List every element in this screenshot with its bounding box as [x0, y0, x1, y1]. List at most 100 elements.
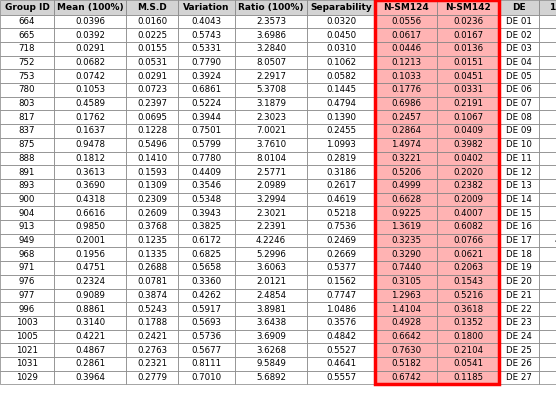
Text: DE 22: DE 22: [506, 304, 532, 314]
Bar: [499, 220, 539, 234]
Text: 0.7747: 0.7747: [326, 291, 356, 300]
Bar: [54, 0, 126, 14]
Text: 0.1053: 0.1053: [75, 85, 105, 94]
Text: 0.1390: 0.1390: [326, 113, 356, 122]
Text: 3.6268: 3.6268: [256, 346, 286, 354]
Bar: [375, 42, 437, 56]
Text: 124/142: 124/142: [549, 3, 556, 12]
Bar: [307, 343, 375, 357]
Bar: [437, 275, 499, 288]
Text: 2.3573: 2.3573: [555, 17, 556, 26]
Text: 2.0121: 2.0121: [555, 277, 556, 286]
Bar: [375, 206, 437, 220]
Bar: [54, 343, 126, 357]
Bar: [126, 97, 178, 110]
Bar: [307, 56, 375, 69]
Text: 0.0291: 0.0291: [75, 44, 105, 53]
Text: 0.4751: 0.4751: [75, 263, 105, 272]
Bar: [0, 247, 54, 261]
Bar: [375, 330, 437, 343]
Bar: [539, 83, 556, 97]
Bar: [235, 28, 307, 42]
Bar: [307, 302, 375, 316]
Bar: [0, 330, 54, 343]
Bar: [178, 152, 235, 165]
Bar: [307, 179, 375, 192]
Text: 0.7630: 0.7630: [391, 346, 421, 354]
Bar: [54, 288, 126, 302]
Text: 1.0486: 1.0486: [326, 304, 356, 314]
Text: 0.1235: 0.1235: [137, 236, 167, 245]
Bar: [126, 69, 178, 83]
Text: 0.2669: 0.2669: [326, 250, 356, 259]
Text: 0.0291: 0.0291: [137, 72, 167, 81]
Text: DE 25: DE 25: [506, 346, 532, 354]
Text: DE 18: DE 18: [506, 250, 532, 259]
Bar: [178, 288, 235, 302]
Bar: [375, 56, 437, 69]
Bar: [437, 220, 499, 234]
Text: 0.1800: 0.1800: [453, 332, 483, 341]
Text: 1.4104: 1.4104: [391, 304, 421, 314]
Bar: [375, 152, 437, 165]
Bar: [307, 165, 375, 179]
Bar: [0, 357, 54, 371]
Text: 0.1956: 0.1956: [75, 250, 105, 259]
Text: 0.0451: 0.0451: [453, 72, 483, 81]
Text: 8.0507: 8.0507: [256, 58, 286, 67]
Bar: [235, 14, 307, 28]
Text: 968: 968: [19, 250, 35, 259]
Bar: [307, 220, 375, 234]
Bar: [54, 206, 126, 220]
Text: 0.2397: 0.2397: [137, 99, 167, 108]
Text: 0.6861: 0.6861: [191, 85, 221, 94]
Text: 0.3546: 0.3546: [191, 181, 221, 190]
Text: DE 19: DE 19: [506, 263, 532, 272]
Bar: [437, 261, 499, 275]
Text: 3.1879: 3.1879: [256, 99, 286, 108]
Bar: [375, 316, 437, 330]
Bar: [375, 179, 437, 192]
Bar: [539, 316, 556, 330]
Bar: [307, 247, 375, 261]
Text: 0.5348: 0.5348: [191, 195, 221, 204]
Text: 0.5496: 0.5496: [137, 140, 167, 149]
Bar: [375, 343, 437, 357]
Text: 0.0409: 0.0409: [453, 126, 483, 136]
Text: 0.2421: 0.2421: [137, 332, 167, 341]
Bar: [178, 14, 235, 28]
Text: 0.5658: 0.5658: [191, 263, 221, 272]
Bar: [499, 179, 539, 192]
Text: 2.3023: 2.3023: [256, 113, 286, 122]
Bar: [126, 234, 178, 247]
Bar: [437, 14, 499, 28]
Bar: [375, 14, 437, 28]
Bar: [539, 124, 556, 138]
Bar: [126, 220, 178, 234]
Bar: [54, 275, 126, 288]
Bar: [375, 124, 437, 138]
Text: 0.4999: 0.4999: [391, 181, 421, 190]
Text: 0.0781: 0.0781: [137, 277, 167, 286]
Bar: [126, 247, 178, 261]
Bar: [235, 261, 307, 275]
Text: 5.2996: 5.2996: [256, 250, 286, 259]
Bar: [499, 56, 539, 69]
Bar: [375, 0, 437, 14]
Bar: [499, 343, 539, 357]
Text: DE 24: DE 24: [506, 332, 532, 341]
Bar: [375, 247, 437, 261]
Bar: [307, 192, 375, 206]
Bar: [437, 0, 499, 14]
Bar: [178, 192, 235, 206]
Text: 5.3708: 5.3708: [555, 85, 556, 94]
Text: 893: 893: [19, 181, 35, 190]
Bar: [539, 28, 556, 42]
Text: DE 01: DE 01: [506, 17, 532, 26]
Bar: [375, 302, 437, 316]
Text: 0.4589: 0.4589: [75, 99, 105, 108]
Text: DE 04: DE 04: [506, 58, 532, 67]
Text: 7.0021: 7.0021: [256, 126, 286, 136]
Bar: [178, 234, 235, 247]
Bar: [178, 302, 235, 316]
